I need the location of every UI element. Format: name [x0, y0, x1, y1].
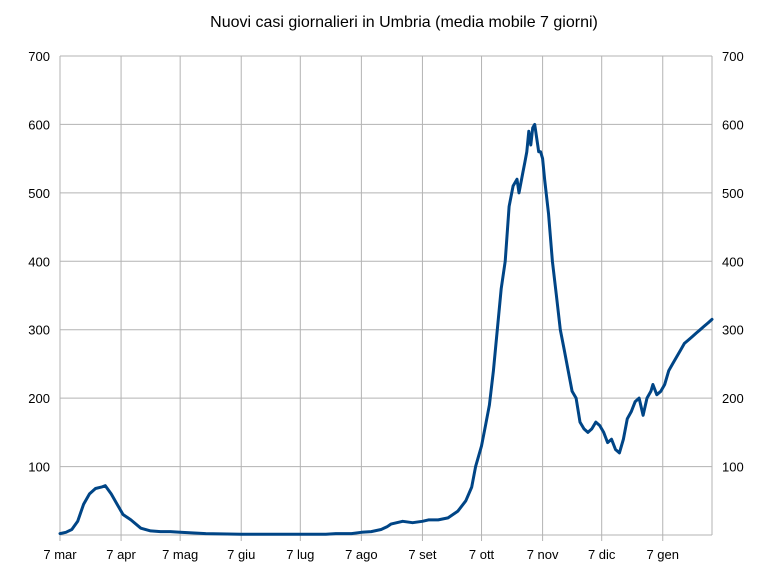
x-axis-tick-labels: 7 mar 7 apr 7 mag 7 giu 7 lug 7 ago 7 set 7 ott… [43, 547, 679, 562]
y-tick-label-right: 300 [722, 323, 744, 338]
x-tick-label: 7 gen [646, 547, 679, 562]
x-tick-label: 7 mar [43, 547, 77, 562]
grid-lines [59, 55, 712, 535]
x-tick-label: 7 giu [227, 547, 255, 562]
y-tick-label-left: 500 [28, 186, 50, 201]
axes [59, 56, 713, 541]
y-tick-label-left: 400 [28, 254, 50, 269]
chart-title: Nuovi casi giornalieri in Umbria (media … [210, 14, 598, 31]
y-tick-label-left: 300 [28, 323, 50, 338]
y-tick-label-right: 600 [722, 117, 744, 132]
x-tick-label: 7 mag [162, 547, 198, 562]
series-line [58, 122, 714, 536]
y-tick-label-left: 100 [28, 460, 50, 475]
y-tick-label-right: 400 [722, 254, 744, 269]
y-tick-label-right: 100 [722, 460, 744, 475]
x-tick-label: 7 dic [588, 547, 616, 562]
y-axis-left-tick-labels: 100 200 300 400 500 600 700 [28, 49, 50, 475]
x-tick-label: 7 set [408, 547, 437, 562]
y-tick-label-left: 700 [28, 49, 50, 64]
x-tick-label: 7 nov [527, 547, 559, 562]
y-axis-right-tick-labels: 100 200 300 400 500 600 700 [722, 49, 744, 475]
x-tick-label: 7 ott [469, 547, 495, 562]
series-layer [58, 122, 714, 536]
x-tick-label: 7 ago [345, 547, 378, 562]
y-tick-label-right: 700 [722, 49, 744, 64]
x-tick-label: 7 apr [106, 547, 136, 562]
y-tick-label-right: 500 [722, 186, 744, 201]
x-tick-label: 7 lug [286, 547, 314, 562]
y-tick-label-right: 200 [722, 391, 744, 406]
y-tick-label-left: 600 [28, 117, 50, 132]
y-tick-label-left: 200 [28, 391, 50, 406]
